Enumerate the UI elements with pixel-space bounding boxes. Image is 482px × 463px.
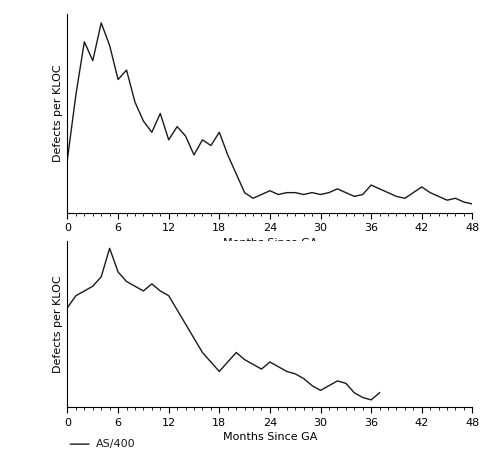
X-axis label: Months Since GA: Months Since GA xyxy=(223,238,317,248)
Y-axis label: Defects per KLOC: Defects per KLOC xyxy=(54,65,63,162)
Text: AS/400: AS/400 xyxy=(96,439,135,449)
Y-axis label: Defects per KLOC: Defects per KLOC xyxy=(54,275,63,373)
Text: S/38: S/38 xyxy=(96,244,121,254)
X-axis label: Months Since GA: Months Since GA xyxy=(223,432,317,442)
